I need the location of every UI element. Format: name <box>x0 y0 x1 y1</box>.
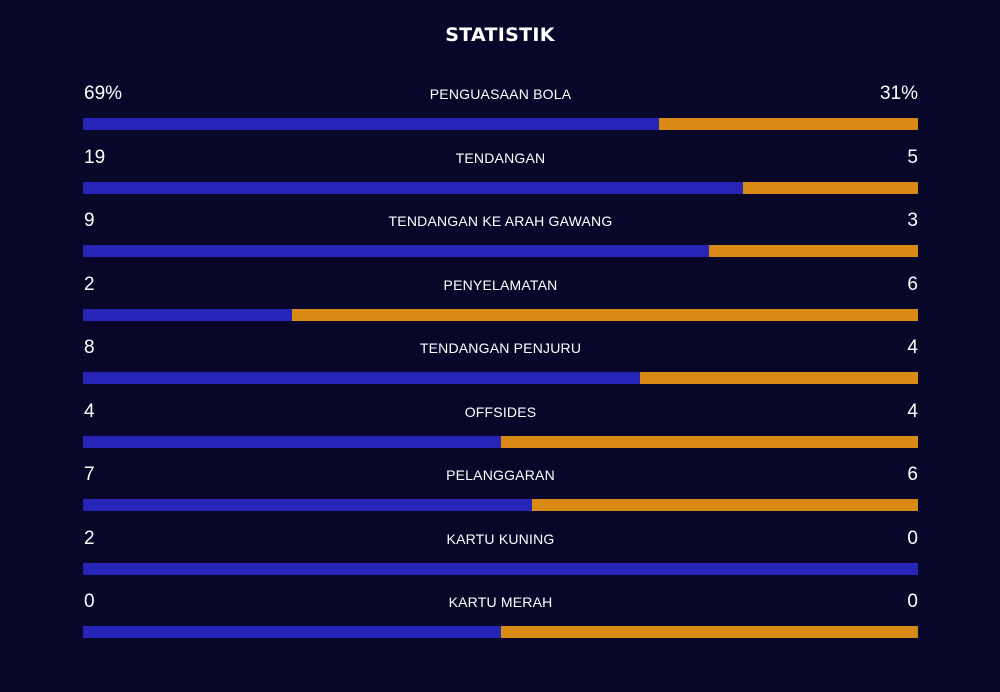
home-bar-fill <box>83 182 743 194</box>
home-value: 4 <box>84 401 95 422</box>
away-value: 6 <box>907 464 918 485</box>
stat-header: 9 TENDANGAN KE ARAH GAWANG 3 <box>83 208 918 234</box>
stat-label: TENDANGAN PENJURU <box>419 340 582 356</box>
home-value: 8 <box>84 337 95 358</box>
away-bar-fill <box>742 182 918 194</box>
away-value: 3 <box>907 210 918 231</box>
stat-comparison-bar <box>83 245 918 257</box>
stat-comparison-bar <box>83 563 918 575</box>
away-bar-fill <box>291 309 918 321</box>
stat-row-red-cards: 0 KARTU MERAH 0 <box>83 589 918 649</box>
stat-header: 2 KARTU KUNING 0 <box>83 526 918 552</box>
home-value: 9 <box>84 210 95 231</box>
stat-comparison-bar <box>83 309 918 321</box>
stat-comparison-bar <box>83 372 918 384</box>
home-value: 19 <box>84 147 106 168</box>
away-bar-fill <box>709 245 918 257</box>
stat-row-offsides: 4 OFFSIDES 4 <box>83 399 918 459</box>
stat-row-shots-on-target: 9 TENDANGAN KE ARAH GAWANG 3 <box>83 208 918 268</box>
stat-comparison-bar <box>83 499 918 511</box>
stat-row-fouls: 7 PELANGGARAN 6 <box>83 462 918 522</box>
stat-header: 0 KARTU MERAH 0 <box>83 589 918 615</box>
away-value: 31% <box>879 83 918 104</box>
away-value: 4 <box>907 401 918 422</box>
stat-label: KARTU KUNING <box>446 531 555 547</box>
away-value: 5 <box>907 147 918 168</box>
away-value: 0 <box>907 528 918 549</box>
home-bar-fill <box>83 118 660 130</box>
stat-row-yellow-cards: 2 KARTU KUNING 0 <box>83 526 918 586</box>
away-value: 4 <box>907 337 918 358</box>
stat-row-corners: 8 TENDANGAN PENJURU 4 <box>83 335 918 395</box>
home-value: 2 <box>84 528 95 549</box>
stat-header: 19 TENDANGAN 5 <box>83 145 918 171</box>
stat-comparison-bar <box>83 436 918 448</box>
stat-header: 7 PELANGGARAN 6 <box>83 462 918 488</box>
away-bar-fill <box>500 436 918 448</box>
away-bar-fill <box>500 626 918 638</box>
home-bar-fill <box>83 309 292 321</box>
home-bar-fill <box>83 436 501 448</box>
stat-label: TENDANGAN <box>455 150 546 166</box>
stats-title: STATISTIK <box>445 24 555 46</box>
stat-row-saves: 2 PENYELAMATAN 6 <box>83 272 918 332</box>
stat-row-possession: 69% PENGUASAAN BOLA 31% <box>83 81 918 141</box>
stat-header: 2 PENYELAMATAN 6 <box>83 272 918 298</box>
home-value: 0 <box>84 591 95 612</box>
stat-label: TENDANGAN KE ARAH GAWANG <box>388 213 613 229</box>
stat-comparison-bar <box>83 182 918 194</box>
home-bar-fill <box>83 245 710 257</box>
home-value: 69% <box>84 83 123 104</box>
stat-label: OFFSIDES <box>464 404 537 420</box>
stat-label: KARTU MERAH <box>448 594 553 610</box>
stat-label: PELANGGARAN <box>446 467 555 483</box>
stat-label: PENYELAMATAN <box>443 277 558 293</box>
stat-label: PENGUASAAN BOLA <box>429 86 572 102</box>
home-bar-fill <box>83 372 640 384</box>
away-bar-fill <box>639 372 918 384</box>
stat-comparison-bar <box>83 626 918 638</box>
away-value: 6 <box>907 274 918 295</box>
home-value: 7 <box>84 464 95 485</box>
stat-header: 8 TENDANGAN PENJURU 4 <box>83 335 918 361</box>
stat-row-shots: 19 TENDANGAN 5 <box>83 145 918 205</box>
home-value: 2 <box>84 274 95 295</box>
stat-header: 4 OFFSIDES 4 <box>83 399 918 425</box>
stat-comparison-bar <box>83 118 918 130</box>
home-bar-fill <box>83 626 501 638</box>
away-bar-fill <box>532 499 918 511</box>
home-bar-fill <box>83 563 918 575</box>
away-bar-fill <box>659 118 918 130</box>
home-bar-fill <box>83 499 533 511</box>
away-value: 0 <box>907 591 918 612</box>
stat-header: 69% PENGUASAAN BOLA 31% <box>83 81 918 107</box>
